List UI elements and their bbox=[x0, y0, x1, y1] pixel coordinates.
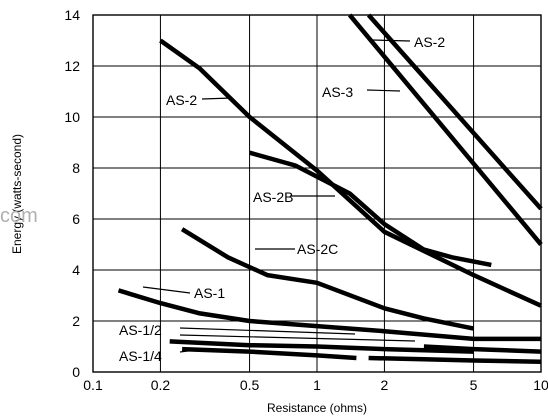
series-layer bbox=[117, 13, 543, 365]
label-leader bbox=[366, 89, 401, 92]
y-tick-label: 14 bbox=[64, 7, 80, 23]
x-tick-label: 2 bbox=[381, 377, 389, 393]
series-line-6 bbox=[169, 339, 474, 354]
y-tick-label: 12 bbox=[64, 58, 80, 74]
series-label: AS-2C bbox=[297, 241, 338, 257]
series-label: AS-2 bbox=[166, 92, 197, 108]
series-line-3 bbox=[248, 150, 492, 268]
series-label: AS-2B bbox=[253, 189, 293, 205]
y-tick-label: 8 bbox=[72, 160, 80, 176]
y-tick-label: 10 bbox=[64, 109, 80, 125]
x-tick-label: 0.5 bbox=[240, 377, 260, 393]
x-tick-label: 0.1 bbox=[83, 377, 103, 393]
series-labels: AS-2 AS-3 AS-2 AS-2B AS-2C AS-1 AS-1/2 AS-1/4 bbox=[119, 34, 452, 364]
y-axis-label: Energy (watts-second) bbox=[10, 134, 24, 254]
x-axis-label: Resistance (ohms) bbox=[267, 401, 367, 415]
x-tick-label: 10 bbox=[533, 377, 548, 393]
y-tick-label: 0 bbox=[72, 364, 80, 380]
series-line-5 bbox=[117, 288, 541, 342]
x-tick-label: 0.2 bbox=[151, 377, 171, 393]
label-leader bbox=[179, 348, 204, 353]
series-line-1 bbox=[347, 13, 543, 246]
series-label: AS-3 bbox=[322, 84, 353, 100]
y-tick-label: 2 bbox=[72, 313, 80, 329]
plot-frame bbox=[92, 14, 542, 373]
y-tick-labels: 0 2 4 6 8 10 12 14 bbox=[64, 7, 80, 380]
x-tick-labels: 0.1 0.2 0.5 1 2 5 10 bbox=[83, 377, 548, 393]
label-leader bbox=[179, 327, 356, 335]
label-leader bbox=[201, 97, 233, 100]
series-line-2 bbox=[159, 38, 542, 308]
series-line-4 bbox=[180, 227, 475, 331]
series-line-8 bbox=[182, 346, 357, 361]
series-label: AS-1/2 bbox=[119, 322, 162, 338]
label-leader-lines bbox=[142, 39, 416, 353]
series-line-0 bbox=[366, 13, 543, 211]
grid bbox=[93, 15, 541, 372]
label-leader bbox=[142, 286, 191, 294]
label-leader bbox=[371, 39, 411, 42]
label-leader bbox=[179, 334, 416, 342]
y-tick-label: 4 bbox=[72, 262, 80, 278]
series-label: AS-1/4 bbox=[119, 348, 162, 364]
x-tick-label: 1 bbox=[313, 377, 321, 393]
series-line-7 bbox=[423, 344, 542, 354]
y-tick-label: 6 bbox=[72, 211, 80, 227]
series-line-9 bbox=[368, 355, 542, 365]
series-label: AS-2 bbox=[414, 34, 445, 50]
watermark-text: com bbox=[0, 205, 38, 227]
label-background bbox=[412, 34, 452, 51]
x-tick-label: 5 bbox=[470, 377, 478, 393]
series-label: AS-1 bbox=[194, 285, 225, 301]
